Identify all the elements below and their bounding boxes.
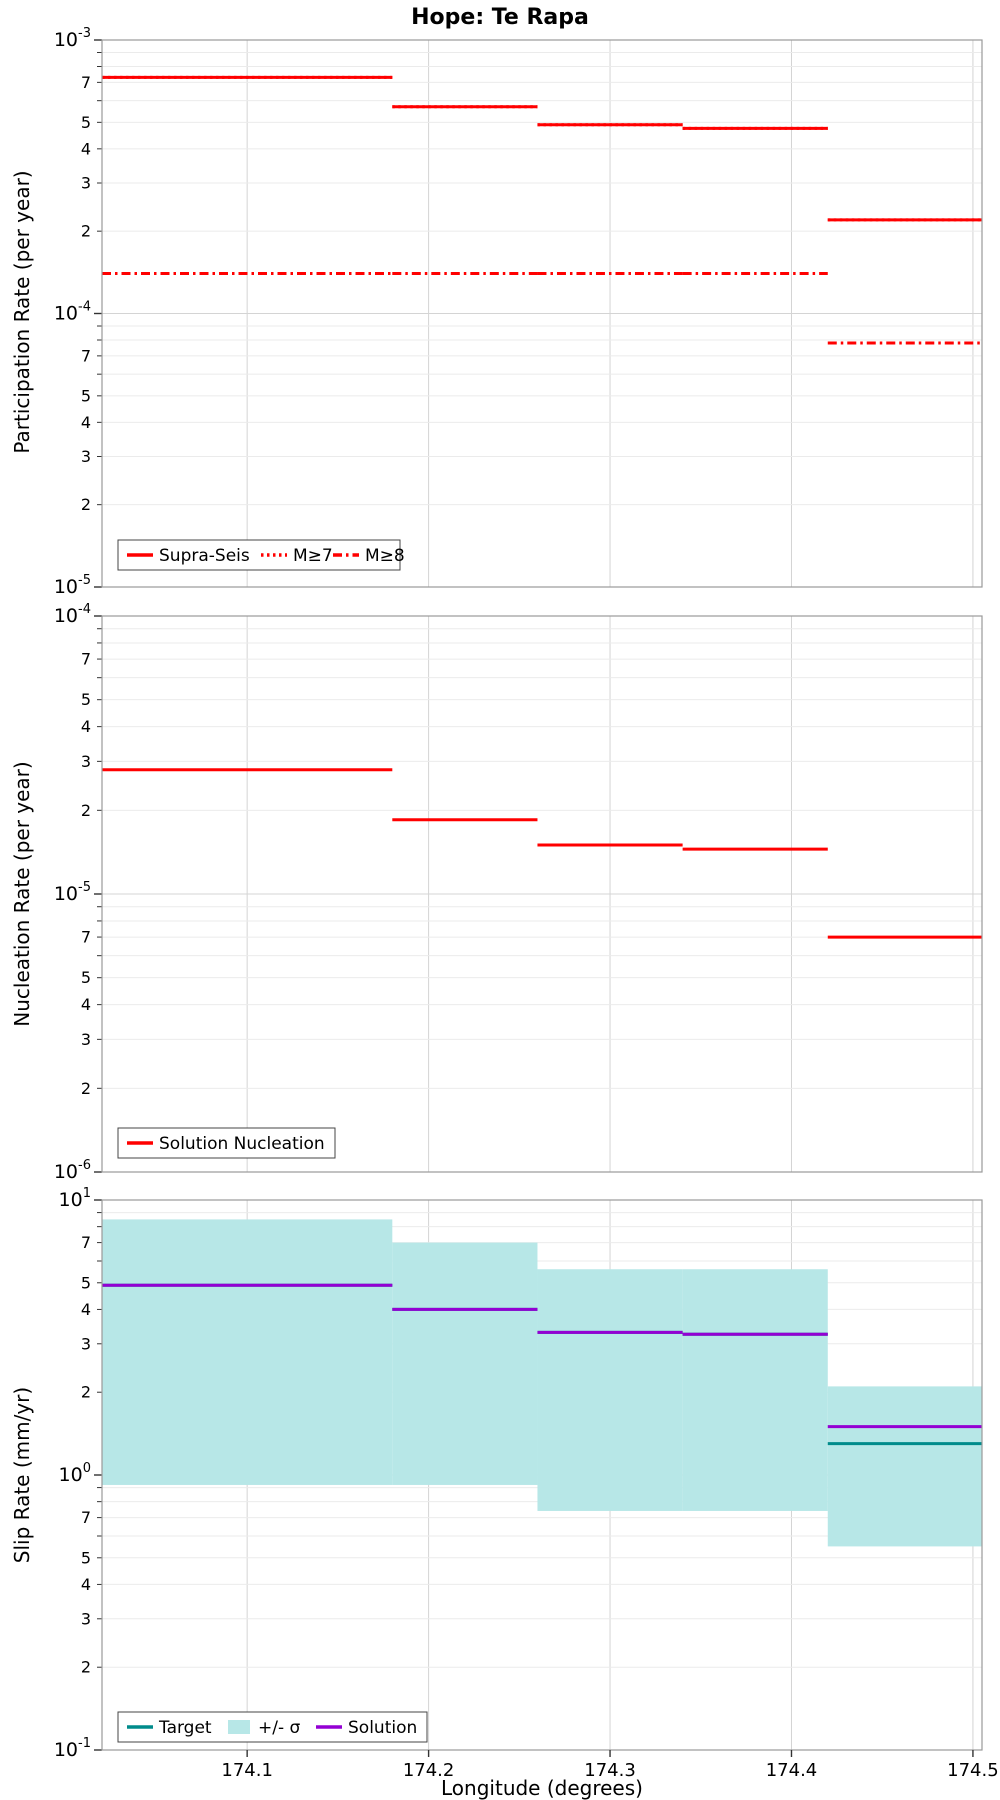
- legend-box: [117, 1711, 428, 1743]
- y-tick-label-minor: 3: [81, 447, 91, 466]
- y-tick-label-major: 10-4: [54, 602, 91, 627]
- x-tick-label: 174.4: [766, 1760, 818, 1781]
- y-tick-label-minor: 2: [81, 222, 91, 241]
- legend-box: [117, 1127, 336, 1159]
- uncertainty-band-segment-4: [682, 1269, 828, 1511]
- y-tick-label-minor: 5: [81, 1548, 91, 1567]
- y-tick-label-minor: 5: [81, 1273, 91, 1292]
- y-tick-label-minor: 2: [81, 801, 91, 820]
- y-tick-label-minor: 4: [81, 995, 91, 1014]
- y-tick-label-minor: 5: [81, 690, 91, 709]
- y-axis-label-slip-rate: Slip Rate (mm/yr): [10, 1386, 34, 1564]
- y-tick-label-minor: 7: [81, 1508, 91, 1527]
- legend-label-supra-seis: Supra-Seis: [159, 546, 250, 566]
- chart-title: Hope: Te Rapa: [411, 5, 589, 30]
- legend-label-target: Target: [158, 1718, 212, 1738]
- y-tick-label-minor: 4: [81, 139, 91, 158]
- y-tick-label-minor: 5: [81, 968, 91, 987]
- legend-sample-band: [228, 1720, 250, 1734]
- uncertainty-band-segment-1: [102, 1219, 393, 1485]
- y-tick-label-major: 100: [59, 1461, 91, 1486]
- y-tick-label-minor: 3: [81, 1030, 91, 1049]
- y-tick-label-minor: 3: [81, 1334, 91, 1353]
- legend-label-m-8: M≥8: [365, 546, 405, 566]
- y-tick-label-minor: 7: [81, 650, 91, 669]
- panel-border: [101, 615, 983, 1173]
- y-tick-label-minor: 7: [81, 1233, 91, 1252]
- y-tick-label-minor: 2: [81, 1383, 91, 1402]
- y-axis-label-participation: Participation Rate (per year): [10, 170, 34, 454]
- x-tick-label: 174.3: [584, 1760, 636, 1781]
- uncertainty-band-segment-5: [827, 1386, 982, 1547]
- uncertainty-band-segment-3: [537, 1269, 683, 1511]
- y-tick-label-minor: 3: [81, 1609, 91, 1628]
- legend-label-m-7: M≥7: [293, 546, 333, 566]
- y-tick-label-major: 10-5: [54, 880, 91, 905]
- y-tick-label-minor: 4: [81, 1575, 91, 1594]
- x-tick-label: 174.5: [947, 1760, 999, 1781]
- y-tick-label-minor: 4: [81, 413, 91, 432]
- y-tick-label-minor: 3: [81, 174, 91, 193]
- y-tick-label-minor: 5: [81, 386, 91, 405]
- y-tick-label-major: 10-4: [54, 300, 91, 325]
- uncertainty-band-segment-2: [392, 1242, 538, 1485]
- x-tick-label: 174.2: [403, 1760, 455, 1781]
- x-tick-label: 174.1: [221, 1760, 273, 1781]
- y-axis-label-nucleation: Nucleation Rate (per year): [10, 761, 34, 1027]
- y-tick-label-minor: 4: [81, 717, 91, 736]
- y-tick-label-minor: 4: [81, 1300, 91, 1319]
- y-tick-label-minor: 7: [81, 73, 91, 92]
- y-tick-label-major: 10-6: [54, 1158, 91, 1183]
- y-tick-label-minor: 2: [81, 1658, 91, 1677]
- y-tick-label-minor: 7: [81, 346, 91, 365]
- y-tick-label-major: 101: [59, 1186, 91, 1211]
- y-tick-label-minor: 2: [81, 1079, 91, 1098]
- y-tick-label-minor: 2: [81, 495, 91, 514]
- y-tick-label-major: 10-5: [54, 573, 91, 598]
- y-tick-label-minor: 5: [81, 113, 91, 132]
- y-tick-label-major: 10-1: [54, 1736, 91, 1761]
- y-tick-label-minor: 3: [81, 752, 91, 771]
- panel-border: [101, 1199, 983, 1751]
- legend-label-band: +/- σ: [258, 1718, 301, 1738]
- panel-border: [101, 39, 983, 588]
- y-tick-label-minor: 7: [81, 928, 91, 947]
- legend-label-solution-nucleation: Solution Nucleation: [159, 1134, 325, 1154]
- x-axis-label: Longitude (degrees): [441, 1776, 643, 1800]
- legend-label-solution: Solution: [348, 1718, 417, 1738]
- y-tick-label-major: 10-3: [54, 26, 91, 51]
